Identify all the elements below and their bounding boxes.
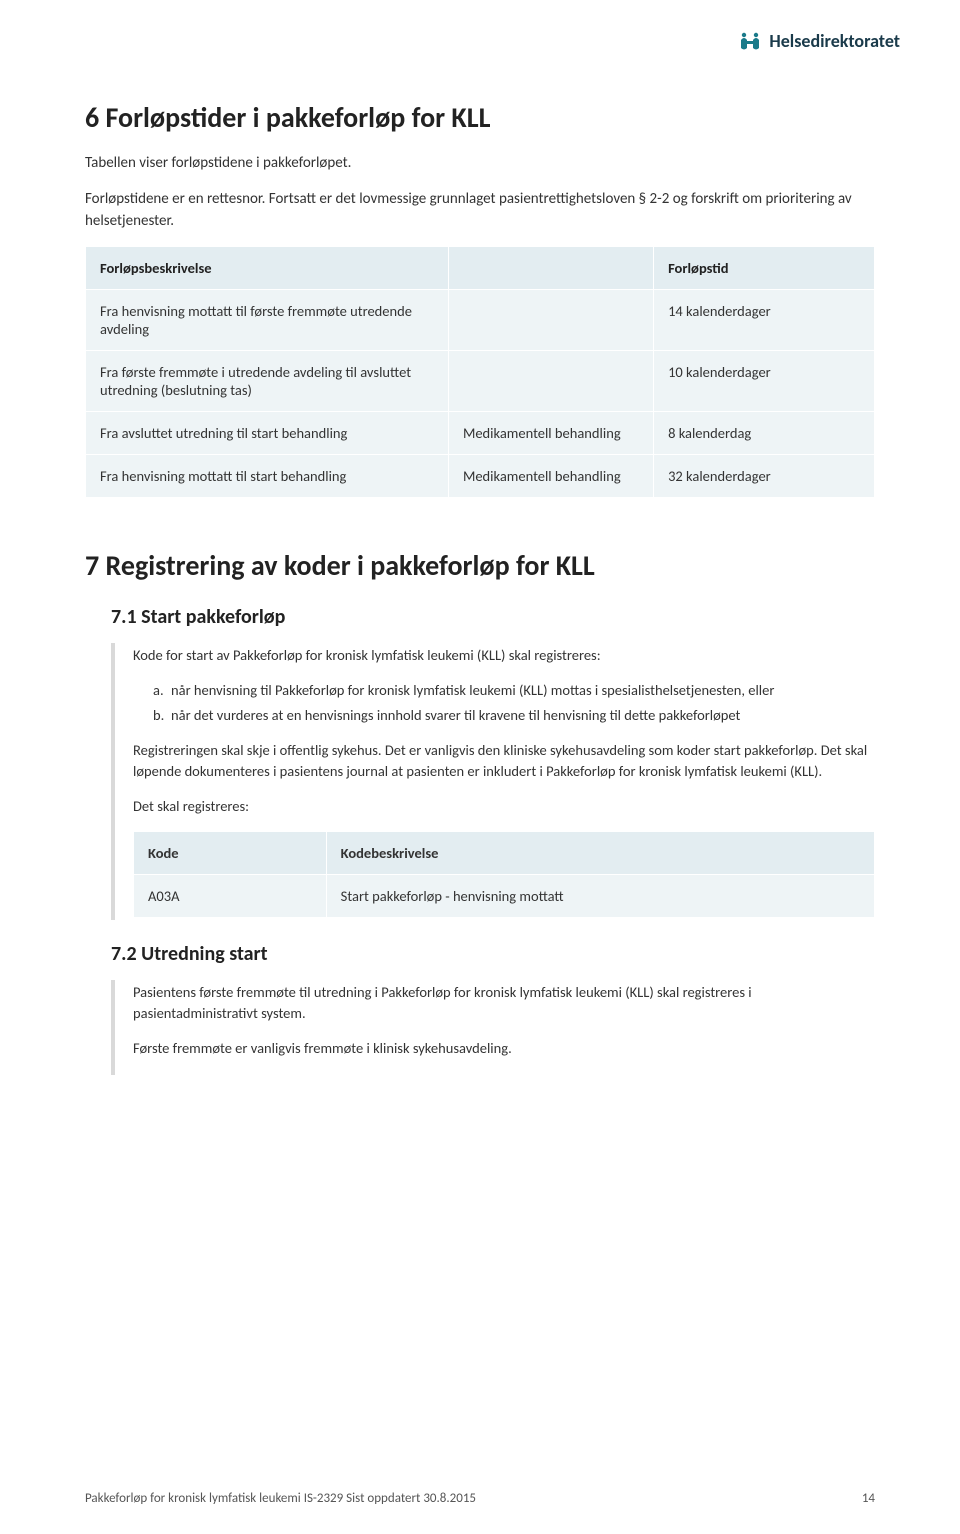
section-7-1-title: 7.1 Start pakkeforløp <box>111 605 875 629</box>
section-7-1-block: Kode for start av Pakkeforløp for kronis… <box>111 643 875 920</box>
helsedirektoratet-icon <box>737 28 763 54</box>
list-text: når det vurderes at en henvisnings innho… <box>171 706 740 724</box>
cell: A03A <box>134 875 327 918</box>
sub72-para2: Første fremmøte er vanligvis fremmøte i … <box>133 1038 875 1059</box>
cell: 10 kalenderdager <box>654 351 875 412</box>
cell: Medikamentell behandling <box>448 455 653 498</box>
kode-header-a: Kode <box>134 832 327 875</box>
forlop-header-a: Forløpsbeskrivelse <box>86 247 449 290</box>
list-text: når henvisning til Pakkeforløp for kroni… <box>171 681 774 699</box>
cell: Fra første fremmøte i utredende avdeling… <box>86 351 449 412</box>
list-marker: a. <box>153 680 164 701</box>
section-6-intro-1: Tabellen viser forløpstidene i pakkeforl… <box>85 153 875 175</box>
forlop-header-b <box>448 247 653 290</box>
page-content: 6 Forløpstider i pakkeforløp for KLL Tab… <box>0 0 960 1135</box>
forlop-header-c: Forløpstid <box>654 247 875 290</box>
page-footer: Pakkeforløp for kronisk lymfatisk leukem… <box>85 1491 875 1506</box>
kode-header-b: Kodebeskrivelse <box>326 832 874 875</box>
cell: Medikamentell behandling <box>448 412 653 455</box>
cell <box>448 290 653 351</box>
cell: Fra avsluttet utredning til start behand… <box>86 412 449 455</box>
cell <box>448 351 653 412</box>
section-7-2-block: Pasientens første fremmøte til utredning… <box>111 980 875 1075</box>
sub71-list: a. når henvisning til Pakkeforløp for kr… <box>133 680 875 726</box>
section-6-title: 6 Forløpstider i pakkeforløp for KLL <box>85 100 875 135</box>
sub71-para2: Registreringen skal skje i offentlig syk… <box>133 740 875 782</box>
list-item: b. når det vurderes at en henvisnings in… <box>153 705 875 726</box>
sub71-para3: Det skal registreres: <box>133 796 875 817</box>
kode-table: Kode Kodebeskrivelse A03A Start pakkefor… <box>133 831 875 918</box>
footer-page-number: 14 <box>862 1491 875 1506</box>
sub72-para1: Pasientens første fremmøte til utredning… <box>133 982 875 1024</box>
cell: Fra henvisning mottatt til første fremmø… <box>86 290 449 351</box>
cell: 32 kalenderdager <box>654 455 875 498</box>
section-7-title: 7 Registrering av koder i pakkeforløp fo… <box>85 548 875 583</box>
cell: 8 kalenderdag <box>654 412 875 455</box>
table-row: Fra avsluttet utredning til start behand… <box>86 412 875 455</box>
org-logo: Helsedirektoratet <box>737 28 900 54</box>
cell: Start pakkeforløp - henvisning mottatt <box>326 875 874 918</box>
org-name: Helsedirektoratet <box>769 30 900 52</box>
list-marker: b. <box>153 705 164 726</box>
table-row: Fra henvisning mottatt til første fremmø… <box>86 290 875 351</box>
footer-doc-info: Pakkeforløp for kronisk lymfatisk leukem… <box>85 1491 476 1506</box>
table-row: Fra første fremmøte i utredende avdeling… <box>86 351 875 412</box>
cell: 14 kalenderdager <box>654 290 875 351</box>
cell: Fra henvisning mottatt til start behandl… <box>86 455 449 498</box>
table-row: A03A Start pakkeforløp - henvisning mott… <box>134 875 875 918</box>
list-item: a. når henvisning til Pakkeforløp for kr… <box>153 680 875 701</box>
section-6-intro-2: Forløpstidene er en rettesnor. Fortsatt … <box>85 189 875 233</box>
table-row: Fra henvisning mottatt til start behandl… <box>86 455 875 498</box>
forlopstider-table: Forløpsbeskrivelse Forløpstid Fra henvis… <box>85 246 875 498</box>
section-7-2-title: 7.2 Utredning start <box>111 942 875 966</box>
sub71-intro: Kode for start av Pakkeforløp for kronis… <box>133 645 875 666</box>
